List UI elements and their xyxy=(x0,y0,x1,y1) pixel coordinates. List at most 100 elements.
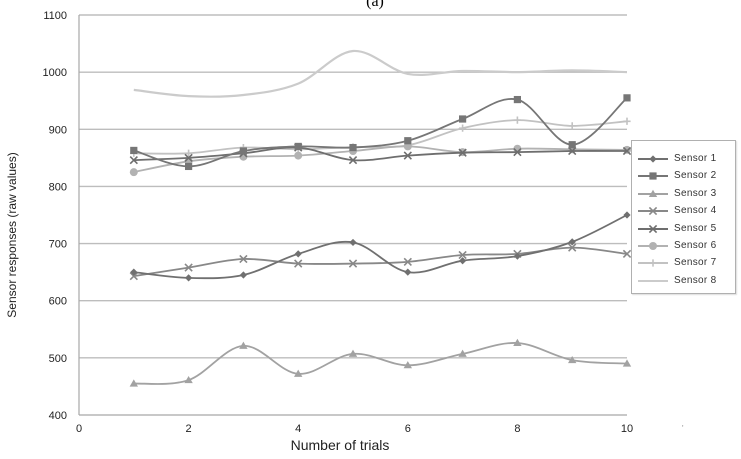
y-tick-label: 800 xyxy=(49,181,67,193)
data-point-sensor-2 xyxy=(568,141,576,149)
data-point-sensor-5 xyxy=(184,153,193,163)
data-point-sensor-3 xyxy=(513,338,522,346)
data-point-sensor-2 xyxy=(623,94,631,102)
data-point-sensor-4 xyxy=(568,243,577,252)
data-point-sensor-2 xyxy=(185,162,193,171)
legend-label: Sensor 1 xyxy=(674,153,717,164)
series-line-sensor-3 xyxy=(133,342,628,385)
data-point-sensor-4 xyxy=(129,271,138,281)
x-tick-label: 10 xyxy=(621,423,633,435)
legend-swatch-marker xyxy=(649,155,657,163)
data-point-sensor-4 xyxy=(622,249,632,259)
y-tick-label: 500 xyxy=(49,353,67,365)
data-point-sensor-2 xyxy=(513,95,521,104)
data-point-sensor-2 xyxy=(459,115,467,123)
series-sensor-4 xyxy=(129,243,632,281)
data-point-sensor-3 xyxy=(129,379,138,387)
footnote-mark: ' xyxy=(682,424,684,433)
legend-swatch xyxy=(638,279,668,282)
data-point-sensor-4 xyxy=(458,250,467,260)
data-point-sensor-2 xyxy=(239,147,247,155)
data-point-sensor-3 xyxy=(239,341,248,349)
legend-label: Sensor 3 xyxy=(674,187,717,199)
x-tick-label: 0 xyxy=(76,423,82,435)
data-point-sensor-2 xyxy=(294,142,302,151)
data-point-sensor-7 xyxy=(623,117,631,125)
data-point-sensor-7 xyxy=(513,116,521,124)
series-sensor-8 xyxy=(133,49,628,98)
legend-swatch xyxy=(638,259,668,267)
data-point-sensor-2 xyxy=(349,143,357,152)
y-tick-label: 600 xyxy=(49,296,67,308)
legend-item: Sensor 8 xyxy=(632,274,737,288)
legend-item: Sensor 4 xyxy=(632,204,737,218)
legend-swatch-marker xyxy=(649,172,657,180)
series-line-sensor-2 xyxy=(133,97,628,168)
data-point-sensor-4 xyxy=(239,254,248,264)
series-line-sensor-4 xyxy=(133,246,628,277)
legend-swatch xyxy=(638,172,668,180)
data-point-sensor-1 xyxy=(568,238,576,246)
x-tick-label: 4 xyxy=(295,423,301,435)
legend-label: Sensor 2 xyxy=(674,170,717,182)
legend-label: Sensor 7 xyxy=(674,257,717,269)
data-point-sensor-1 xyxy=(294,250,302,258)
data-point-sensor-2 xyxy=(404,137,412,145)
data-point-sensor-3 xyxy=(294,369,303,377)
data-point-sensor-5 xyxy=(513,147,522,157)
y-tick-label: 400 xyxy=(49,410,67,422)
series-line-sensor-5 xyxy=(133,146,628,162)
legend-item: Sensor 2 xyxy=(632,169,737,183)
x-tick-label: 2 xyxy=(186,423,192,435)
data-point-sensor-5 xyxy=(348,155,358,165)
data-point-sensor-3 xyxy=(622,359,632,367)
legend-item: Sensor 1 xyxy=(632,152,737,166)
y-axis-title-box: Sensor responses (raw values) xyxy=(3,152,20,317)
data-point-sensor-1 xyxy=(130,268,138,276)
y-tick-label: 700 xyxy=(49,239,67,251)
y-tick-label: 1100 xyxy=(43,10,67,22)
legend-swatch xyxy=(638,155,668,163)
series-line-sensor-8 xyxy=(133,49,628,98)
legend-swatch xyxy=(638,207,668,216)
data-point-sensor-5 xyxy=(403,151,412,160)
legend-label: Sensor 4 xyxy=(674,205,717,217)
x-tick-label: 8 xyxy=(514,423,520,435)
legend-item: Sensor 3 xyxy=(632,187,737,201)
data-point-sensor-1 xyxy=(459,257,467,265)
legend-label: Sensor 8 xyxy=(674,274,717,286)
legend-swatch-marker xyxy=(648,224,658,233)
data-point-sensor-3 xyxy=(458,349,467,357)
data-point-sensor-6 xyxy=(403,142,412,151)
data-point-sensor-1 xyxy=(349,238,357,247)
data-point-sensor-5 xyxy=(568,146,577,156)
legend-item: Sensor 6 xyxy=(632,239,737,253)
data-point-sensor-1 xyxy=(623,211,631,219)
data-point-sensor-6 xyxy=(623,145,631,154)
legend-label: Sensor 5 xyxy=(674,222,717,234)
x-tick-label: 6 xyxy=(405,423,411,435)
legend-swatch-marker xyxy=(649,259,657,267)
data-point-sensor-4 xyxy=(294,259,303,268)
data-point-sensor-1 xyxy=(239,271,247,279)
series-sensor-2 xyxy=(130,94,631,171)
legend-swatch xyxy=(638,189,668,197)
legend-swatch xyxy=(638,242,668,250)
data-point-sensor-7 xyxy=(459,124,467,132)
data-point-sensor-4 xyxy=(403,257,412,267)
legend-item: Sensor 7 xyxy=(632,256,737,270)
y-tick-label: 900 xyxy=(49,124,67,136)
x-axis-title: Number of trials xyxy=(290,437,390,453)
series-sensor-3 xyxy=(129,338,632,387)
data-point-sensor-3 xyxy=(348,349,358,357)
chart-title: (a) xyxy=(366,0,384,10)
legend: Sensor 1 Sensor 2 Sensor 3 Sensor 4 Sensor 5… xyxy=(631,140,736,294)
y-tick-label: 1000 xyxy=(43,67,67,79)
data-point-sensor-7 xyxy=(568,122,576,130)
data-point-sensor-6 xyxy=(129,168,138,177)
data-point-sensor-6 xyxy=(294,151,303,160)
data-point-sensor-7 xyxy=(185,149,193,157)
data-point-sensor-3 xyxy=(403,361,412,369)
